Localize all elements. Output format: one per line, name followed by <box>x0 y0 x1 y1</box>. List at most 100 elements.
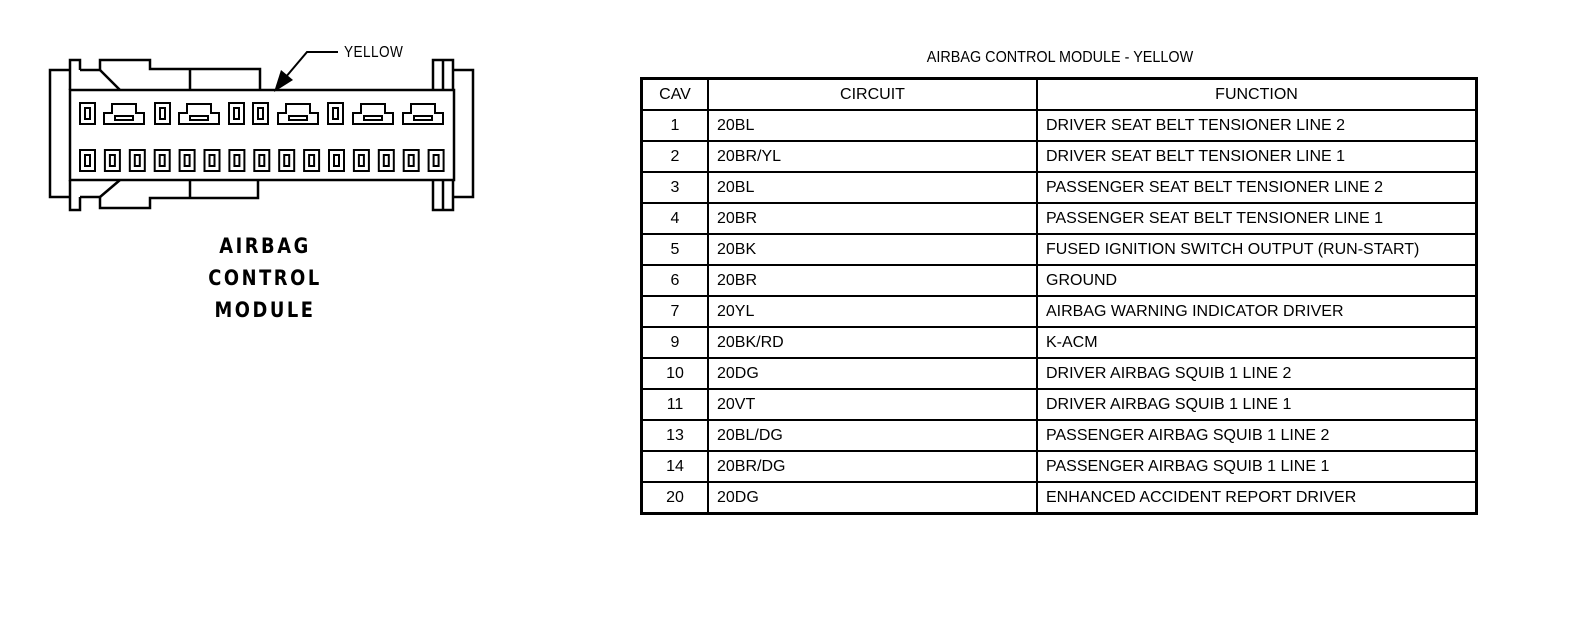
cavity-terminal <box>308 154 316 167</box>
cavity-small <box>278 149 296 172</box>
connector-color-label: YELLOW <box>344 44 404 61</box>
cavity-terminal <box>84 107 91 120</box>
cell-circuit: 20BK/RD <box>707 326 1038 359</box>
cell-function: DRIVER AIRBAG SQUIB 1 LINE 2 <box>1036 357 1478 390</box>
cell-cav: 6 <box>640 264 709 297</box>
cavity-small <box>178 149 196 172</box>
cell-cav: 3 <box>640 171 709 204</box>
cavity-terminal <box>258 154 266 167</box>
cavity-small <box>128 149 146 172</box>
cavity-small <box>427 149 445 172</box>
cavity-small <box>79 102 96 125</box>
table-row: 3 20BL PASSENGER SEAT BELT TENSIONER LINE … <box>640 171 1478 204</box>
cavity-small <box>228 102 245 125</box>
cell-function: PASSENGER AIRBAG SQUIB 1 LINE 2 <box>1036 419 1478 452</box>
cavity-terminal <box>114 115 134 121</box>
connector-body <box>68 88 456 182</box>
cell-cav: 11 <box>640 388 709 421</box>
cell-function: DRIVER SEAT BELT TENSIONER LINE 1 <box>1036 140 1478 173</box>
cavity-small <box>228 149 246 172</box>
cell-function: DRIVER SEAT BELT TENSIONER LINE 2 <box>1036 109 1478 142</box>
cell-function: ENHANCED ACCIDENT REPORT DRIVER <box>1036 481 1478 515</box>
cell-cav: 7 <box>640 295 709 328</box>
cavity-terminal <box>208 154 216 167</box>
cavity-small <box>402 149 420 172</box>
table-row: 2 20BR/YL DRIVER SEAT BELT TENSIONER LINE … <box>640 140 1478 173</box>
cell-function: AIRBAG WARNING INDICATOR DRIVER <box>1036 295 1478 328</box>
cavity-wide <box>402 103 444 125</box>
cell-function: PASSENGER AIRBAG SQUIB 1 LINE 1 <box>1036 450 1478 483</box>
cell-function: DRIVER AIRBAG SQUIB 1 LINE 1 <box>1036 388 1478 421</box>
table-row: 5 20BK FUSED IGNITION SWITCH OUTPUT (RUN-S… <box>640 233 1478 266</box>
cell-function: FUSED IGNITION SWITCH OUTPUT (RUN-START) <box>1036 233 1478 266</box>
cell-cav: 5 <box>640 233 709 266</box>
cavity-terminal <box>233 154 241 167</box>
cavity-wide <box>103 103 145 125</box>
leader-line <box>284 51 338 79</box>
cavity-small <box>352 149 370 172</box>
cell-function: GROUND <box>1036 264 1478 297</box>
connector-outline <box>99 179 121 198</box>
cavity-small <box>153 149 171 172</box>
table-row: 9 20BK/RD K-ACM <box>640 326 1478 359</box>
table-row: 20 20DG ENHANCED ACCIDENT REPORT DRIVER <box>640 481 1478 515</box>
cavity-terminal <box>108 154 116 167</box>
cavity-terminal <box>288 115 308 121</box>
cell-cav: 20 <box>640 481 709 515</box>
cavity-small <box>252 102 269 125</box>
cavity-terminal <box>332 107 339 120</box>
left-flange <box>48 68 70 199</box>
connector-outline <box>99 69 121 91</box>
cavity-small <box>154 102 171 125</box>
table-title: AIRBAG CONTROL MODULE - YELLOW <box>926 49 1194 66</box>
cell-function: PASSENGER SEAT BELT TENSIONER LINE 2 <box>1036 171 1478 204</box>
bottom-shell <box>80 180 260 210</box>
cell-cav: 1 <box>640 109 709 142</box>
arrow-head-icon <box>274 70 293 92</box>
cavity-small <box>303 149 321 172</box>
header-function: FUNCTION <box>1036 77 1478 111</box>
module-name-line: AIRBAG <box>219 234 311 258</box>
table-row: 7 20YL AIRBAG WARNING INDICATOR DRIVER <box>640 295 1478 328</box>
cell-circuit: 20BL <box>707 171 1038 204</box>
table-header-row: CAV CIRCUIT FUNCTION <box>640 77 1478 111</box>
header-cav: CAV <box>640 77 709 111</box>
table-row: 13 20BL/DG PASSENGER AIRBAG SQUIB 1 LINE 2 <box>640 419 1478 452</box>
cavity-small <box>327 102 344 125</box>
cavity-terminal <box>333 154 340 167</box>
table-row: 6 20BR GROUND <box>640 264 1478 297</box>
cell-circuit: 20YL <box>707 295 1038 328</box>
cavity-small <box>328 149 345 172</box>
cell-circuit: 20BL <box>707 109 1038 142</box>
header-circuit: CIRCUIT <box>707 77 1038 111</box>
cavity-terminal <box>133 154 141 167</box>
table-row: 14 20BR/DG PASSENGER AIRBAG SQUIB 1 LINE 1 <box>640 450 1478 483</box>
left-tab <box>68 58 82 90</box>
pinout-table: CAV CIRCUIT FUNCTION 1 20BL DRIVER SEAT BE… <box>640 77 1478 515</box>
cell-function: K-ACM <box>1036 326 1478 359</box>
connector-drawing <box>48 51 475 212</box>
cavity-terminal <box>363 115 383 121</box>
cell-circuit: 20BR/DG <box>707 450 1038 483</box>
cell-circuit: 20DG <box>707 357 1038 390</box>
cell-cav: 4 <box>640 202 709 235</box>
cavity-terminal <box>382 154 390 167</box>
cavity-wide <box>352 103 394 125</box>
cell-circuit: 20BR/YL <box>707 140 1038 173</box>
cell-circuit: 20VT <box>707 388 1038 421</box>
cavity-terminal <box>413 115 433 121</box>
cavity-terminal <box>183 154 191 167</box>
module-name: AIRBAG CONTROL MODULE <box>195 230 335 326</box>
right-flange <box>454 68 475 199</box>
cell-circuit: 20DG <box>707 481 1038 515</box>
cavity-small <box>377 149 395 172</box>
cell-circuit: 20BR <box>707 202 1038 235</box>
cell-circuit: 20BL/DG <box>707 419 1038 452</box>
cell-cav: 9 <box>640 326 709 359</box>
cavity-wide <box>178 103 220 125</box>
cell-circuit: 20BR <box>707 264 1038 297</box>
module-name-line: CONTROL <box>208 266 322 290</box>
cell-function: PASSENGER SEAT BELT TENSIONER LINE 1 <box>1036 202 1478 235</box>
cavity-terminal <box>357 154 365 167</box>
module-name-line: MODULE <box>214 298 316 322</box>
